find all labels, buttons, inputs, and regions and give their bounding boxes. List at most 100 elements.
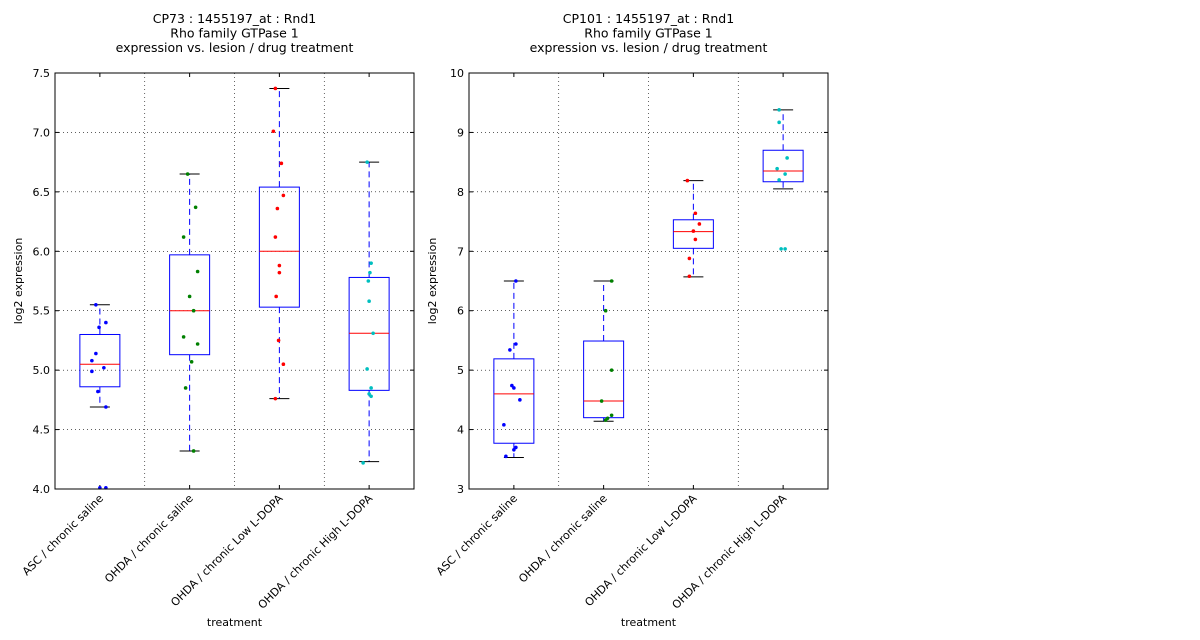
data-point [273, 86, 278, 91]
data-point [273, 396, 278, 401]
y-axis-label: log2 expression [426, 238, 439, 325]
data-point [195, 342, 200, 346]
y-tick-label: 10 [450, 67, 464, 80]
y-tick-label: 7 [457, 245, 464, 258]
box-iqr [493, 358, 535, 444]
data-point [191, 449, 196, 453]
data-point [502, 423, 506, 427]
data-point [599, 399, 604, 403]
data-point [367, 299, 371, 304]
data-point [191, 308, 196, 313]
data-point [96, 389, 100, 394]
data-point [281, 362, 286, 367]
data-point [195, 269, 200, 274]
data-point [277, 270, 282, 275]
data-point [94, 302, 98, 307]
chart-title-line-1: CP101 : 1455197_at : Rnd1 [563, 11, 734, 26]
data-point [369, 261, 373, 265]
data-point [365, 160, 369, 164]
plot-frame [54, 72, 415, 490]
data-point [97, 325, 101, 330]
data-point [366, 279, 371, 283]
data-point [777, 120, 781, 125]
data-point [281, 193, 286, 198]
data-point [691, 229, 696, 233]
data-point [181, 235, 186, 239]
data-point [693, 211, 698, 216]
data-point [271, 129, 276, 134]
data-point [514, 445, 518, 450]
box-iqr [348, 276, 390, 391]
box-iqr [583, 340, 625, 419]
data-point [193, 205, 198, 210]
y-tick-label: 5.5 [33, 305, 51, 318]
box-2 [169, 172, 211, 453]
data-point [777, 178, 781, 182]
data-point [609, 368, 614, 372]
data-point [512, 447, 516, 452]
data-point [508, 348, 512, 352]
data-point [90, 358, 94, 363]
data-point [102, 365, 106, 370]
data-point [783, 172, 787, 176]
x-tick-label: ASC / chronic saline [20, 492, 106, 578]
data-point [775, 166, 779, 171]
data-point [371, 331, 375, 336]
data-point [609, 413, 614, 418]
data-point [94, 351, 98, 356]
box-3 [258, 86, 300, 401]
data-point [512, 386, 516, 390]
data-point [104, 320, 108, 325]
data-point [185, 172, 190, 176]
data-point [687, 274, 692, 279]
data-point [779, 247, 783, 251]
y-axis-label: log2 expression [12, 238, 25, 325]
data-point [783, 247, 787, 251]
box-iqr [258, 186, 300, 308]
data-point [367, 392, 371, 396]
data-point [697, 222, 702, 226]
box-1 [493, 279, 535, 459]
data-point [685, 178, 690, 183]
data-point [365, 367, 369, 371]
x-tick-label: ASC / chronic saline [434, 492, 520, 578]
data-point [687, 256, 692, 261]
x-axis-label: treatment [621, 616, 677, 629]
data-point [368, 270, 372, 275]
data-point [361, 461, 365, 465]
box-iqr [762, 149, 804, 183]
box-2 [583, 279, 625, 422]
data-point [273, 235, 278, 239]
data-point [518, 398, 522, 402]
chart-title-line-2: Rho family GTPase 1 [170, 26, 298, 41]
plot-frame [468, 72, 829, 490]
box-4 [348, 160, 390, 465]
x-tick-label: OHDA / chronic saline [516, 492, 610, 586]
box-4 [762, 108, 804, 251]
data-point [693, 237, 698, 242]
data-point [90, 369, 94, 374]
chart-title-line-3: expression vs. lesion / drug treatment [116, 40, 354, 55]
data-point [609, 279, 614, 283]
data-point [275, 206, 280, 211]
data-point [276, 338, 281, 343]
data-point [603, 308, 608, 313]
data-point [369, 386, 373, 390]
data-point [785, 156, 789, 160]
data-point [279, 161, 284, 166]
data-point [504, 454, 508, 459]
data-point [514, 342, 518, 346]
y-tick-label: 4.5 [33, 424, 51, 437]
chart-title-line-2: Rho family GTPase 1 [584, 26, 712, 41]
data-point [274, 294, 278, 299]
data-point [189, 360, 194, 364]
chart-title-line-3: expression vs. lesion / drug treatment [530, 40, 768, 55]
data-point [369, 394, 373, 399]
y-tick-label: 9 [457, 126, 464, 139]
y-tick-label: 4.0 [33, 483, 51, 496]
y-tick-label: 5.0 [33, 364, 51, 377]
x-tick-label: OHDA / chronic saline [102, 492, 196, 586]
y-tick-label: 6.0 [33, 245, 51, 258]
